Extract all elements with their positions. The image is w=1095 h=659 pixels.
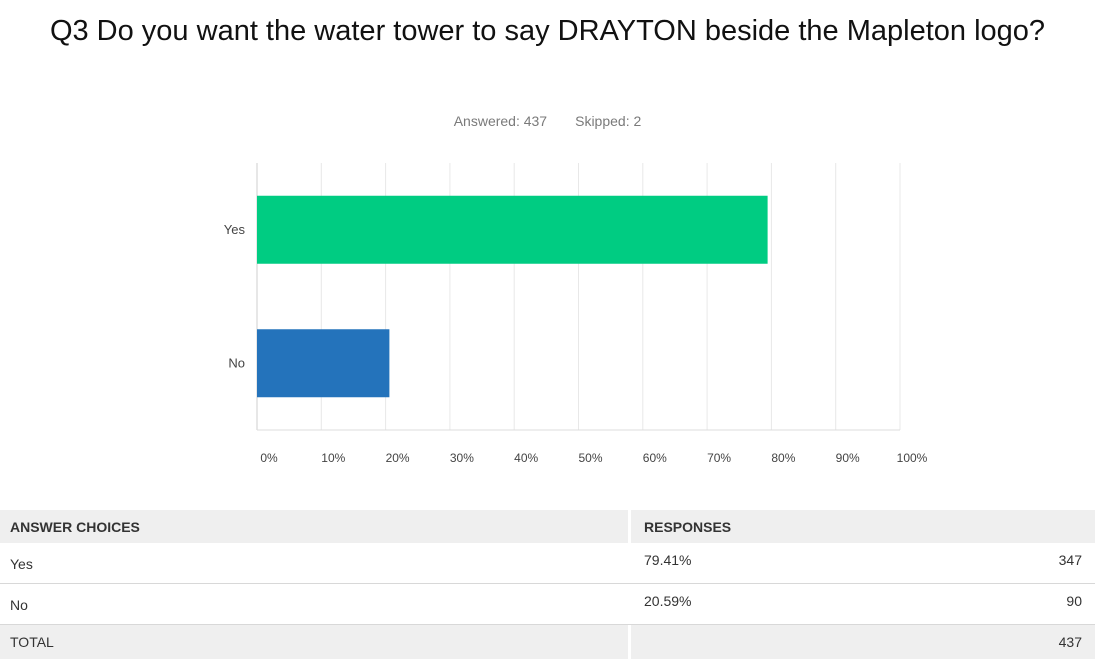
x-tick-label: 40% <box>514 451 538 465</box>
answer-choices-header: ANSWER CHOICES <box>10 519 140 535</box>
answer-choice-label: No <box>10 597 28 613</box>
bar <box>257 195 768 264</box>
response-stats: Answered: 437 Skipped: 2 <box>0 113 1095 129</box>
x-tick-label: 60% <box>643 451 667 465</box>
x-tick-label: 30% <box>450 451 474 465</box>
skipped-count: Skipped: 2 <box>575 113 642 129</box>
x-tick-label: 20% <box>386 451 410 465</box>
answer-choice-label: Yes <box>10 556 33 572</box>
table-row: No 20.59% 90 <box>0 584 1095 625</box>
table-total-row: TOTAL 437 <box>0 625 1095 659</box>
x-tick-label: 70% <box>707 451 731 465</box>
total-count: 437 <box>1058 634 1082 650</box>
table-header-row: ANSWER CHOICES RESPONSES <box>0 510 1095 543</box>
question-title: Q3 Do you want the water tower to say DR… <box>49 15 1046 47</box>
category-label: No <box>228 355 245 370</box>
x-tick-label: 0% <box>260 451 278 465</box>
answered-count: Answered: 437 <box>453 113 548 129</box>
table-row: Yes 79.41% 347 <box>0 543 1095 584</box>
responses-header: RESPONSES <box>644 519 732 535</box>
x-tick-label: 80% <box>771 451 795 465</box>
category-label: Yes <box>224 222 246 237</box>
responses-table: ANSWER CHOICES RESPONSES Yes 79.41% 347 … <box>0 510 1095 659</box>
x-tick-label: 50% <box>578 451 602 465</box>
x-tick-label: 100% <box>897 451 928 465</box>
bar <box>257 329 390 398</box>
total-label: TOTAL <box>10 634 54 650</box>
response-percent: 20.59% <box>644 593 692 609</box>
x-tick-label: 90% <box>836 451 860 465</box>
x-tick-label: 10% <box>321 451 345 465</box>
response-count: 347 <box>1058 552 1082 568</box>
response-count: 90 <box>1066 593 1082 609</box>
response-percent: 79.41% <box>644 552 692 568</box>
bar-chart: 0% 10% 20% 30% 40% 50% 60% 70% 80% 90% 100% Yes No <box>224 163 928 465</box>
